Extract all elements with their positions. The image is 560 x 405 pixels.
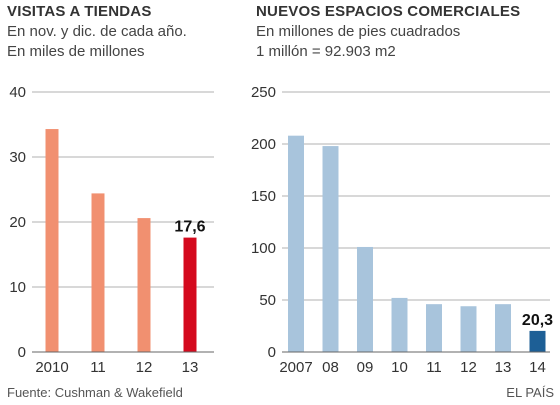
- chart2-xtick-label: 12: [460, 359, 477, 376]
- chart2-bar-08: [322, 146, 339, 352]
- chart2-ytick-label: 0: [268, 344, 276, 361]
- chart2-xtick-label: 09: [357, 359, 374, 376]
- chart2-data-label: 20,3: [522, 312, 553, 329]
- chart1-bar-11: [91, 193, 105, 352]
- chart1-data-label: 17,6: [174, 219, 205, 236]
- chart2-bar-12: [460, 306, 477, 352]
- chart1-title: VISITAS A TIENDAS: [7, 3, 152, 20]
- chart1-ytick-label: 10: [9, 279, 26, 296]
- chart1-ytick-label: 40: [9, 84, 26, 101]
- chart1-xtick-label: 13: [182, 359, 199, 376]
- chart2-ytick-label: 200: [251, 136, 276, 153]
- chart2-xtick-label: 11: [426, 359, 442, 376]
- chart1-subtitle-1: En nov. y dic. de cada año.: [7, 23, 187, 40]
- source-note: Fuente: Cushman & Wakefield: [7, 385, 183, 400]
- chart1-bar-12: [137, 218, 151, 352]
- chart2-ytick-label: 50: [259, 292, 276, 309]
- chart1-xtick-label: 11: [90, 359, 106, 376]
- chart2-xtick-label: 08: [322, 359, 339, 376]
- chart2-xtick-label: 2007: [279, 359, 312, 376]
- chart1-ytick-label: 30: [9, 149, 26, 166]
- chart2-ytick-label: 100: [251, 240, 276, 257]
- chart2-ytick-label: 250: [251, 84, 276, 101]
- chart1-subtitle-2: En miles de millones: [7, 43, 145, 60]
- chart2-title: NUEVOS ESPACIOS COMERCIALES: [256, 3, 521, 20]
- chart2-bar-10: [391, 297, 408, 352]
- chart2-bar-09: [357, 246, 373, 352]
- chart2-xtick-label: 14: [529, 359, 546, 376]
- chart2-subtitle-1: En millones de pies cuadrados: [256, 23, 461, 40]
- chart2-bar-14: [529, 330, 546, 352]
- chart2-subtitle-2: 1 millón = 92.903 m2: [256, 43, 396, 60]
- chart2-bar-13: [495, 304, 511, 352]
- chart1-xtick-label: 12: [136, 359, 153, 376]
- chart2-bar-2007: [288, 135, 304, 352]
- chart2-ytick-label: 150: [251, 188, 276, 205]
- chart1-ytick-label: 20: [9, 214, 26, 231]
- chart2-bar-11: [426, 304, 442, 352]
- chart1-bar-13: [183, 237, 197, 352]
- chart2-xtick-label: 13: [495, 359, 512, 376]
- chart1-ytick-label: 0: [18, 344, 26, 361]
- chart2-xtick-label: 10: [391, 359, 408, 376]
- chart1-bar-2010: [45, 129, 59, 352]
- brand-label: EL PAÍS: [506, 385, 554, 400]
- chart1-xtick-label: 2010: [35, 359, 68, 376]
